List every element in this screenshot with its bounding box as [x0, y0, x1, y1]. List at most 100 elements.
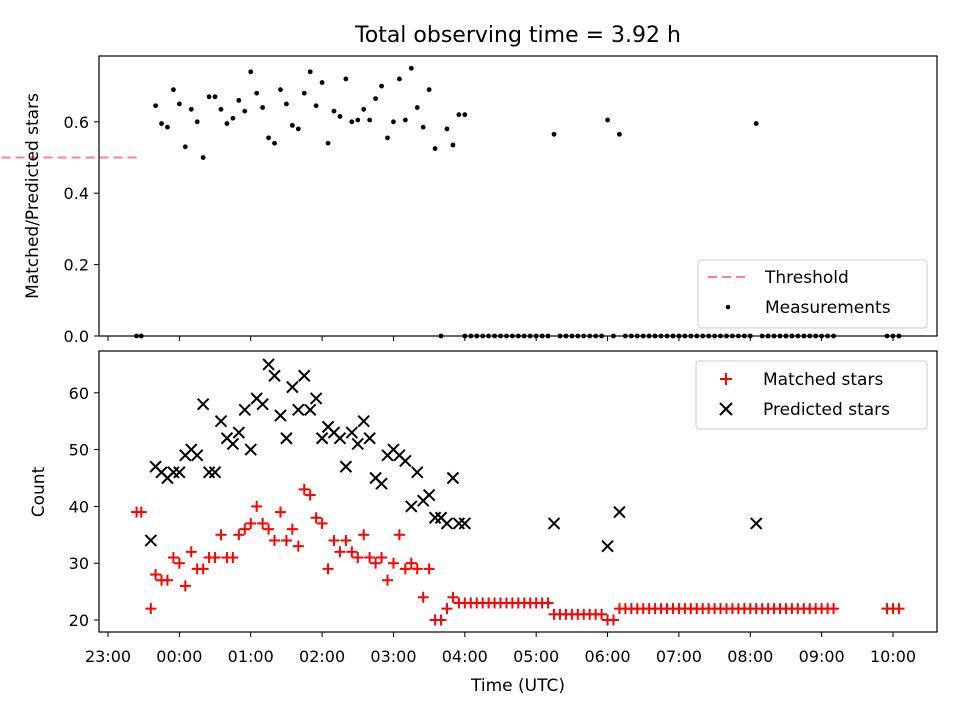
predicted-star-point — [339, 460, 353, 473]
legend-predicted-swatch — [719, 402, 733, 416]
matched-star-point — [292, 540, 304, 552]
measurement-point — [402, 117, 408, 123]
measurement-point — [331, 108, 337, 114]
matched-star-point — [417, 591, 429, 603]
x-tick-label: 10:00 — [870, 647, 916, 666]
bottom-y-axis-label: Count — [29, 466, 49, 517]
measurement-point — [325, 140, 331, 146]
bottom-y-tick-label: 50 — [69, 441, 89, 460]
predicted-star-point — [428, 511, 442, 524]
x-tick-label: 00:00 — [156, 647, 202, 666]
top-panel: 0.0 0.2 0.4 0.6 Matched/Predicted stars Thr… — [0, 55, 938, 346]
measurement-point — [361, 106, 367, 112]
matched-star-point — [334, 546, 346, 558]
measurement-point — [254, 90, 260, 96]
matched-star-point — [245, 517, 257, 529]
matched-star-point — [441, 603, 453, 615]
matched-star-point — [893, 603, 905, 615]
top-axes-frame — [98, 55, 938, 337]
matched-star-point — [346, 546, 358, 558]
predicted-star-point — [238, 403, 251, 417]
matched-star-point — [423, 563, 435, 575]
measurement-point — [379, 83, 384, 89]
measurement-point — [753, 121, 759, 126]
predicted-star-point — [173, 466, 186, 479]
predicted-star-point — [303, 403, 317, 417]
matched-star-point — [233, 529, 245, 541]
legend-threshold-label: Threshold — [764, 268, 849, 288]
legend-matched-label: Matched stars — [763, 370, 883, 390]
predicted-star-point — [411, 466, 424, 479]
predicted-star-point — [144, 534, 158, 547]
matched-star-point — [607, 614, 619, 626]
predicted-star-point — [351, 437, 364, 451]
predicted-star-point — [309, 392, 323, 405]
measurement-point — [278, 87, 283, 93]
predicted-star-point — [190, 449, 204, 462]
predicted-star-point — [244, 443, 257, 456]
measurement-point — [176, 101, 182, 107]
matched-star-point — [167, 552, 179, 564]
matched-star-point — [405, 557, 417, 569]
matched-star-point — [185, 546, 197, 558]
predicted-star-point — [280, 432, 293, 445]
measurement-point — [218, 106, 224, 112]
measurement-point — [397, 76, 402, 82]
measurement-point — [272, 140, 277, 146]
x-tick-label: 04:00 — [442, 647, 488, 666]
matched-star-point — [150, 569, 162, 581]
bottom-y-tick-label: 40 — [69, 497, 89, 516]
measurement-point — [355, 117, 361, 123]
bottom-y-tick-label: 30 — [69, 554, 89, 573]
measurement-point — [385, 135, 390, 141]
bottom-y-ticks: 20 30 40 50 60 — [69, 384, 99, 630]
predicted-star-point — [274, 409, 287, 422]
bottom-axes-frame — [98, 350, 938, 633]
predicted-star-point — [214, 414, 228, 428]
matched-star-point — [145, 603, 157, 615]
predicted-star-point — [286, 380, 299, 394]
predicted-star-point — [446, 471, 460, 485]
measurement-point — [248, 69, 254, 75]
x-tick-label: 02:00 — [299, 647, 345, 666]
matched-star-point — [411, 563, 423, 575]
top-y-tick-label: 0.0 — [64, 327, 89, 346]
x-tick-label: 05:00 — [513, 647, 559, 666]
matched-star-point — [274, 506, 286, 518]
x-axis-label: Time (UTC) — [470, 676, 565, 696]
predicted-star-point — [375, 477, 388, 490]
top-y-tick-label: 0.4 — [64, 184, 89, 203]
measurement-point — [206, 94, 212, 100]
measurement-point — [551, 131, 557, 137]
predicted-star-point — [601, 539, 614, 553]
matched-star-point — [135, 506, 147, 518]
predicted-star-point — [399, 454, 412, 468]
measurement-point — [426, 87, 432, 93]
bottom-panel: 20 30 40 50 60 23:00 00:00 01:00 02:00 03:00 04:0… — [29, 350, 938, 696]
matched-star-point — [304, 489, 316, 501]
x-tick-label: 03:00 — [370, 647, 416, 666]
matched-star-point — [251, 500, 263, 512]
matched-star-point — [340, 534, 352, 546]
matched-star-point — [227, 552, 239, 564]
predicted-star-point — [405, 500, 418, 513]
measurement-point — [343, 76, 349, 82]
predicted-star-point — [226, 437, 240, 451]
matched-star-point — [269, 534, 281, 546]
measurement-point — [337, 114, 343, 119]
predicted-star-point — [547, 517, 561, 530]
matched-star-point — [298, 483, 310, 495]
matched-star-point — [263, 523, 275, 535]
x-tick-label: 06:00 — [584, 647, 630, 666]
matched-star-point — [280, 534, 292, 546]
matched-star-point — [161, 574, 173, 586]
legend-matched-swatch — [720, 373, 732, 385]
x-tick-label: 01:00 — [228, 647, 274, 666]
matched-star-point — [387, 557, 399, 569]
matched-star-point — [393, 529, 405, 541]
matched-star-point — [322, 563, 334, 575]
x-tick-label: 07:00 — [656, 647, 702, 666]
predicted-star-point — [202, 466, 216, 479]
top-y-tick-label: 0.6 — [64, 113, 89, 132]
x-tick-label: 08:00 — [727, 647, 773, 666]
